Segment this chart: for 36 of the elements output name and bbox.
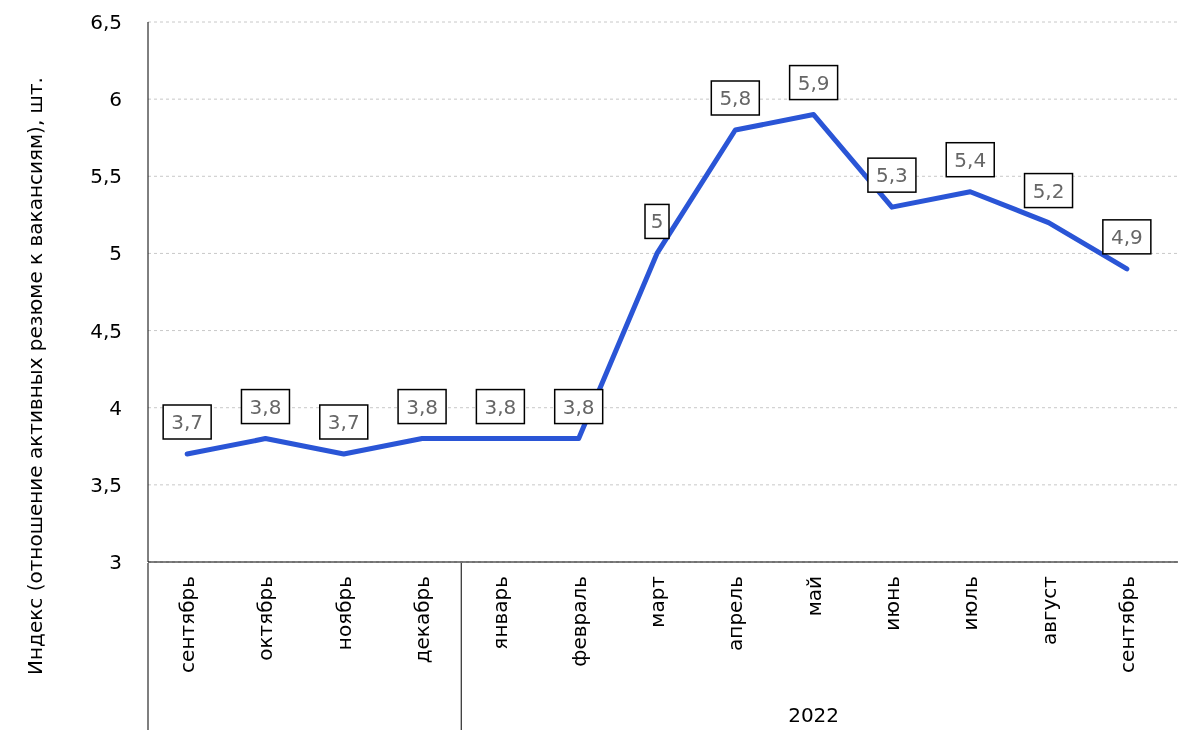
x-tick-label: август: [1036, 575, 1061, 646]
y-axis-title: Индекс (отношение активных резюме к вакансиям), шт.: [23, 77, 47, 675]
x-tick-label: сентябрь: [175, 576, 200, 673]
y-tick-label: 4,5: [90, 318, 122, 343]
x-tick-label: апрель: [723, 576, 748, 651]
data-label: 5,9: [797, 70, 830, 95]
data-label: 3,7: [327, 410, 360, 434]
data-label: 5,8: [719, 86, 752, 110]
x-tick-label: март: [645, 575, 669, 628]
data-label: 4,9: [1110, 224, 1143, 249]
text: 2022: [788, 703, 840, 727]
x-tick-label: ноябрь: [331, 576, 356, 651]
x-tick-label: октябрь: [253, 576, 278, 661]
data-label: 3,8: [406, 394, 438, 419]
data-label: 3,8: [562, 394, 595, 419]
x-tick-label: май: [801, 576, 826, 617]
y-tick-label: 3: [109, 550, 122, 574]
data-label: 5,3: [876, 163, 908, 188]
y-tick-label: 5,5: [90, 164, 122, 189]
data-label: 3,8: [484, 394, 517, 419]
y-tick-label: 6: [109, 87, 122, 112]
x-tick-label: сентябрь: [1114, 576, 1139, 673]
x-tick-label: декабрь: [410, 576, 435, 664]
y-tick-label: 4: [109, 395, 122, 420]
data-label: 3,8: [249, 394, 282, 419]
data-label: 5: [650, 209, 664, 234]
y-tick-label: 5: [109, 241, 122, 266]
y-tick-label: 6,5: [90, 10, 122, 34]
x-tick-label: июль: [958, 576, 983, 631]
data-label: 5,2: [1032, 178, 1065, 203]
y-tick-label: 3,5: [90, 472, 122, 497]
x-tick-label: февраль: [566, 576, 591, 667]
data-label: 3,7: [171, 410, 204, 434]
data-label: 5,4: [954, 147, 987, 172]
x-tick-label: июнь: [879, 576, 904, 631]
x-tick-label: январь: [488, 576, 513, 650]
